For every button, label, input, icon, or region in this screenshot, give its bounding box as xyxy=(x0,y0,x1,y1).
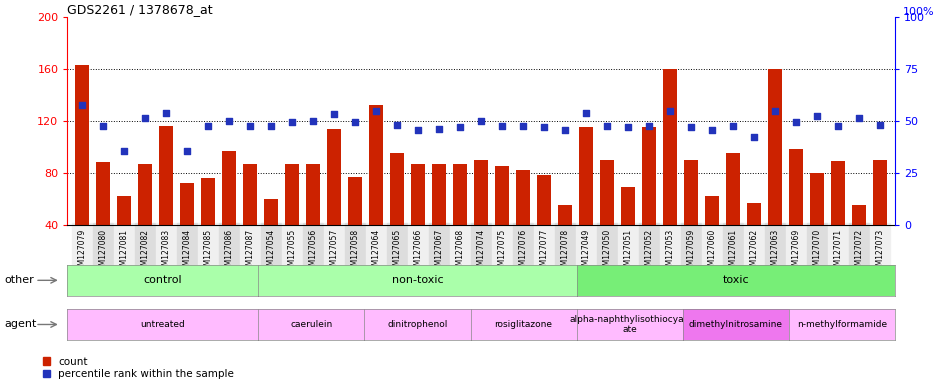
Bar xyxy=(516,170,530,276)
Bar xyxy=(222,151,236,276)
Text: n-methylformamide: n-methylformamide xyxy=(796,320,885,329)
Text: dimethylnitrosamine: dimethylnitrosamine xyxy=(688,320,782,329)
Bar xyxy=(705,196,718,276)
Bar xyxy=(369,106,383,276)
Text: non-toxic: non-toxic xyxy=(391,275,443,285)
Bar xyxy=(663,69,676,276)
Point xyxy=(305,118,320,124)
Point xyxy=(724,123,739,129)
Text: dinitrophenol: dinitrophenol xyxy=(387,320,447,329)
Point xyxy=(138,115,153,121)
Bar xyxy=(788,149,802,276)
Bar xyxy=(725,153,739,276)
Text: caerulein: caerulein xyxy=(290,320,332,329)
Point xyxy=(368,108,383,114)
Point xyxy=(75,103,90,109)
Point xyxy=(599,123,614,129)
Point xyxy=(662,108,677,114)
Point xyxy=(746,134,761,140)
Point xyxy=(829,123,844,129)
Text: rosiglitazone: rosiglitazone xyxy=(494,320,552,329)
Bar xyxy=(348,177,361,276)
Bar xyxy=(558,205,571,276)
Bar xyxy=(830,161,844,276)
Legend: count, percentile rank within the sample: count, percentile rank within the sample xyxy=(43,357,234,379)
Point xyxy=(200,123,215,129)
Point xyxy=(263,123,278,129)
Point xyxy=(158,110,173,116)
Bar xyxy=(180,183,194,276)
Bar xyxy=(768,69,782,276)
Bar xyxy=(390,153,403,276)
Text: GDS2261 / 1378678_at: GDS2261 / 1378678_at xyxy=(67,3,212,16)
Point xyxy=(473,118,488,124)
Point xyxy=(242,123,257,129)
Point xyxy=(389,122,404,128)
Bar xyxy=(474,160,488,276)
Bar xyxy=(536,175,550,276)
Bar xyxy=(810,173,823,276)
Bar xyxy=(285,164,299,276)
Point xyxy=(536,124,551,131)
Bar xyxy=(139,164,152,276)
Point xyxy=(410,127,425,133)
Point xyxy=(788,119,803,125)
Point xyxy=(347,119,362,125)
Bar xyxy=(243,164,256,276)
Bar xyxy=(578,127,592,276)
Point xyxy=(515,123,530,129)
Point xyxy=(452,124,467,131)
Point xyxy=(95,123,110,129)
Bar xyxy=(159,126,173,276)
Bar xyxy=(872,160,886,276)
Bar xyxy=(117,196,131,276)
Point xyxy=(704,127,719,133)
Point xyxy=(494,123,509,129)
Bar xyxy=(306,164,319,276)
Bar xyxy=(600,160,613,276)
Point xyxy=(767,108,782,114)
Bar xyxy=(327,129,341,276)
Bar xyxy=(431,164,446,276)
Point xyxy=(431,126,446,132)
Point xyxy=(683,124,698,131)
Bar xyxy=(642,127,655,276)
Point xyxy=(871,122,886,128)
Point xyxy=(578,110,593,116)
Point xyxy=(117,148,132,154)
Text: control: control xyxy=(143,275,182,285)
Bar xyxy=(96,162,110,276)
Bar xyxy=(453,164,466,276)
Bar xyxy=(264,199,278,276)
Bar xyxy=(747,203,760,276)
Point xyxy=(557,127,572,133)
Text: untreated: untreated xyxy=(140,320,185,329)
Bar xyxy=(75,65,89,276)
Point xyxy=(285,119,300,125)
Text: other: other xyxy=(5,275,35,285)
Text: agent: agent xyxy=(5,319,37,329)
Text: 100%: 100% xyxy=(902,7,934,17)
Point xyxy=(809,113,824,119)
Bar xyxy=(201,178,214,276)
Point xyxy=(222,118,237,124)
Bar xyxy=(495,166,508,276)
Point xyxy=(327,111,342,118)
Point xyxy=(620,124,635,131)
Text: toxic: toxic xyxy=(722,275,748,285)
Point xyxy=(641,123,656,129)
Point xyxy=(851,115,866,121)
Point xyxy=(180,148,195,154)
Bar xyxy=(621,187,635,276)
Text: alpha-naphthylisothiocyan
ate: alpha-naphthylisothiocyan ate xyxy=(569,315,689,334)
Bar xyxy=(683,160,697,276)
Bar xyxy=(852,205,865,276)
Bar xyxy=(411,164,425,276)
